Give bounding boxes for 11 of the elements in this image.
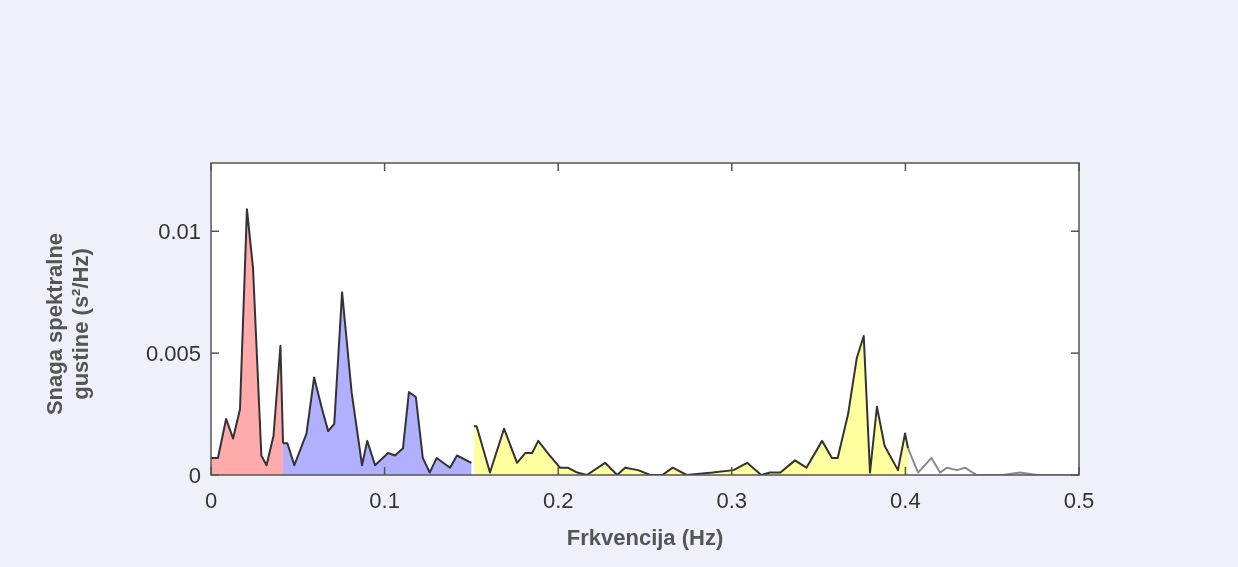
x-tick-label: 0.5 xyxy=(1063,488,1095,513)
x-tick-label: 0.3 xyxy=(716,488,748,513)
x-tick-label: 0.1 xyxy=(369,488,400,513)
y-tick-label: 0.01 xyxy=(158,219,201,245)
x-axis-title: Frkvencija (Hz) xyxy=(566,525,724,550)
y-tick-label: 0 xyxy=(188,463,201,488)
x-tick-label: 0.2 xyxy=(542,488,574,513)
x-tick-label: 0.4 xyxy=(890,488,921,513)
x-tick-label: 0 xyxy=(204,488,218,513)
y-tick-label: 0.005 xyxy=(145,341,201,367)
y-axis-title: Snaga spektralne gustine (s²/Hz) xyxy=(42,232,93,416)
